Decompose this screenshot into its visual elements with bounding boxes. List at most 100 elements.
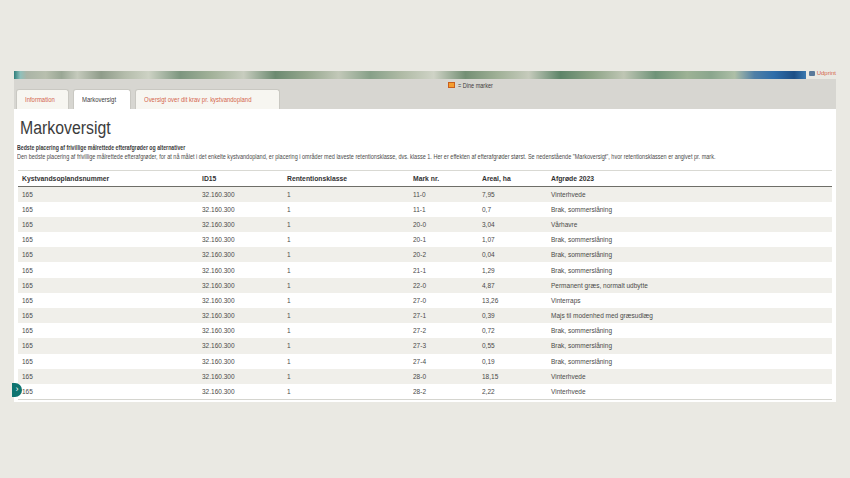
table-cell: 32.160.300 [198, 293, 283, 308]
tab-information[interactable]: Information [16, 89, 69, 109]
table-cell: 165 [18, 202, 198, 217]
table-cell: Brak, sommerslåning [547, 338, 832, 353]
table-cell: 1 [283, 354, 409, 369]
table-cell: 3,04 [478, 217, 547, 232]
dine-marker-legend: = Dine marker [448, 81, 836, 89]
table-cell: 1 [283, 232, 409, 247]
table-row: 16532.160.300120-20,04Brak, sommerslånin… [18, 247, 832, 262]
table-cell: 32.160.300 [198, 278, 283, 293]
table-cell: 32.160.300 [198, 354, 283, 369]
table-cell: Vinterhvede [547, 369, 832, 384]
table-cell: 27-2 [409, 323, 478, 338]
table-cell: 0,7 [478, 202, 547, 217]
table-row: 16532.160.300120-03,04Vårhavre [18, 217, 832, 232]
table-cell: Majs til modenhed med græsudlæg [547, 308, 832, 323]
table-cell: 1 [283, 338, 409, 353]
table-row: 16532.160.300121-11,29Brak, sommerslånin… [18, 262, 832, 277]
table-cell: 165 [18, 293, 198, 308]
table-cell: 165 [18, 217, 198, 232]
table-cell: Permanent græs, normalt udbytte [547, 278, 832, 293]
table-cell: 32.160.300 [198, 262, 283, 277]
table-cell: 13,26 [478, 293, 547, 308]
table-cell: 32.160.300 [198, 338, 283, 353]
table-row: 16532.160.300127-10,39Majs til modenhed … [18, 308, 832, 323]
table-cell: 0,72 [478, 323, 547, 338]
table-cell: 1 [283, 262, 409, 277]
table-cell: 165 [18, 247, 198, 262]
page-container: Udprint = Dine marker InformationMarkove… [14, 71, 836, 402]
tab-markoversigt[interactable]: Markoversigt [73, 89, 131, 109]
table-cell: 32.160.300 [198, 247, 283, 262]
table-cell: 32.160.300 [198, 323, 283, 338]
content-area: Markoversigt Bedste placering af frivill… [14, 109, 836, 402]
table-cell: Brak, sommerslåning [547, 247, 832, 262]
table-cell: 27-0 [409, 293, 478, 308]
dine-marker-legend-label: = Dine marker [458, 82, 493, 89]
table-cell: 21-1 [409, 262, 478, 277]
table-cell: 32.160.300 [198, 369, 283, 384]
table-cell: Brak, sommerslåning [547, 202, 832, 217]
table-cell: 7,95 [478, 187, 547, 202]
table-cell: Vinterraps [547, 293, 832, 308]
column-header: Afgrøde 2023 [547, 171, 832, 187]
table-cell: 1 [283, 293, 409, 308]
table-cell: 28-0 [409, 369, 478, 384]
table-cell: 0,19 [478, 354, 547, 369]
description: Den bedste placering af frivillige målre… [14, 151, 836, 160]
table-cell: 20-0 [409, 217, 478, 232]
table-cell: 1 [283, 308, 409, 323]
table-cell: 27-4 [409, 354, 478, 369]
table-cell: 32.160.300 [198, 187, 283, 202]
table-cell: 2,22 [478, 384, 547, 399]
tab-bar: InformationMarkoversigtOversigt over dit… [14, 89, 836, 109]
table-cell: 1 [283, 278, 409, 293]
table-cell: 165 [18, 354, 198, 369]
subtitle: Bedste placering af frivillige målretted… [14, 138, 836, 151]
table-row: 16532.160.300127-20,72Brak, sommerslånin… [18, 323, 832, 338]
table-cell: 1,07 [478, 232, 547, 247]
table-cell: 32.160.300 [198, 384, 283, 399]
table-cell: 4,87 [478, 278, 547, 293]
table-cell: Brak, sommerslåning [547, 354, 832, 369]
table-cell: 1 [283, 217, 409, 232]
table-cell: 165 [18, 262, 198, 277]
mark-table: KystvandsoplandsnummerID15Rententionskla… [18, 170, 832, 400]
table-row: 16532.160.300127-013,26Vinterraps [18, 293, 832, 308]
table-cell: 1 [283, 384, 409, 399]
table-header-row: KystvandsoplandsnummerID15Rententionskla… [18, 171, 832, 187]
table-cell: 1 [283, 323, 409, 338]
table-cell: 1,29 [478, 262, 547, 277]
table-cell: 28-2 [409, 384, 478, 399]
page-title: Markoversigt [14, 109, 836, 138]
table-cell: 0,04 [478, 247, 547, 262]
table-cell: 165 [18, 308, 198, 323]
table-cell: 20-1 [409, 232, 478, 247]
tab-oversigt-over-dit-krav-pr-kystvandopland[interactable]: Oversigt over dit krav pr. kystvandoplan… [135, 89, 279, 109]
table-cell: 165 [18, 369, 198, 384]
table-cell: 165 [18, 278, 198, 293]
print-link-label: Udprint [817, 70, 836, 76]
table-cell: 20-2 [409, 247, 478, 262]
table-row: 16532.160.300128-018,15Vinterhvede [18, 369, 832, 384]
column-header: Mark nr. [409, 171, 478, 187]
dine-marker-legend-icon [448, 82, 455, 88]
table-cell: Brak, sommerslåning [547, 262, 832, 277]
header-band: = Dine marker InformationMarkoversigtOve… [14, 79, 836, 109]
table-cell: 32.160.300 [198, 308, 283, 323]
banner-row: Udprint [14, 71, 836, 79]
table-cell: 1 [283, 187, 409, 202]
table-row: 16532.160.300122-04,87Permanent græs, no… [18, 278, 832, 293]
table-row: 16532.160.300111-10,7Brak, sommerslåning [18, 202, 832, 217]
print-link[interactable]: Udprint [809, 70, 836, 76]
table-cell: 1 [283, 202, 409, 217]
table-cell: 32.160.300 [198, 232, 283, 247]
table-body: 16532.160.300111-07,95Vinterhvede16532.1… [18, 187, 832, 400]
table-cell: 0,39 [478, 308, 547, 323]
table-cell: Brak, sommerslåning [547, 323, 832, 338]
table-cell: 11-0 [409, 187, 478, 202]
table-row: 16532.160.300120-11,07Brak, sommerslånin… [18, 232, 832, 247]
table-cell: Vinterhvede [547, 187, 832, 202]
table-cell: 22-0 [409, 278, 478, 293]
table-cell: 32.160.300 [198, 202, 283, 217]
column-header: Rententionsklasse [283, 171, 409, 187]
